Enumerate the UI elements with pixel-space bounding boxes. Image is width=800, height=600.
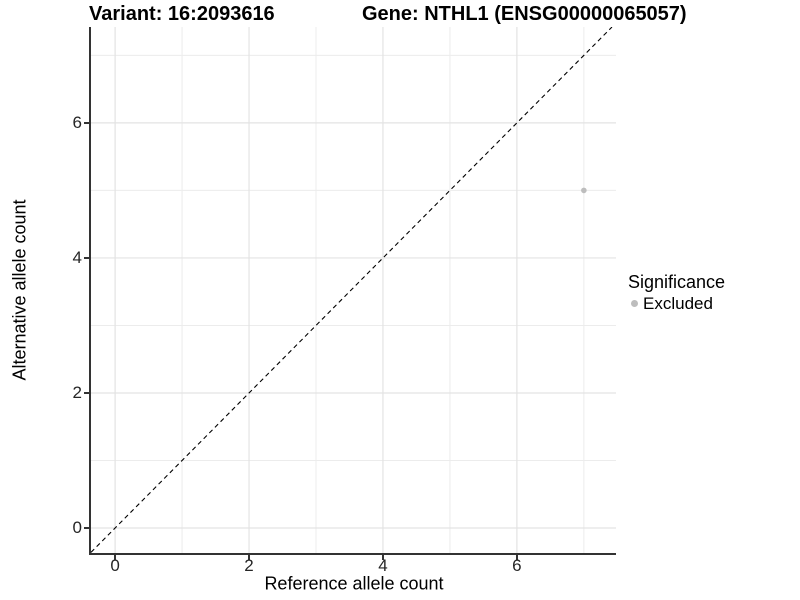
x-tick-mark xyxy=(248,555,251,560)
y-tick-label: 2 xyxy=(72,382,82,402)
legend-title: Significance xyxy=(628,272,726,292)
x-tick-label: 6 xyxy=(512,556,522,575)
legend: Significance Excluded xyxy=(628,272,725,313)
x-tick-mark xyxy=(114,555,117,560)
plot-title-row: Variant: 16:2093616 Gene: NTHL1 (ENSG000… xyxy=(0,2,800,26)
x-tick-label: 0 xyxy=(110,556,120,575)
excluded-point-icon xyxy=(631,300,638,307)
x-tick-label: 4 xyxy=(378,556,388,575)
x-tick-mark xyxy=(515,555,518,560)
legend-item-label: Excluded xyxy=(643,294,713,313)
gene-title: Gene: NTHL1 (ENSG00000065057) xyxy=(362,3,687,25)
y-tick-label: 0 xyxy=(72,518,82,538)
data-point-excluded xyxy=(581,187,587,194)
plot-panel xyxy=(89,27,616,555)
y-axis-title: Alternative allele count xyxy=(9,199,30,381)
y-tick-mark xyxy=(84,121,89,124)
y-tick-mark xyxy=(84,391,89,394)
legend-item-excluded: Excluded xyxy=(628,294,725,313)
plot-area xyxy=(91,27,616,553)
x-tick-label: 2 xyxy=(244,556,254,575)
variant-title: Variant: 16:2093616 xyxy=(89,3,275,25)
y-tick-label: 6 xyxy=(72,112,82,132)
y-tick-mark xyxy=(84,256,89,259)
identity-reference-line xyxy=(91,27,613,553)
y-tick-mark xyxy=(84,527,89,530)
x-axis-title: Reference allele count xyxy=(264,573,444,594)
x-tick-mark xyxy=(381,555,384,560)
y-tick-label: 4 xyxy=(72,247,82,267)
